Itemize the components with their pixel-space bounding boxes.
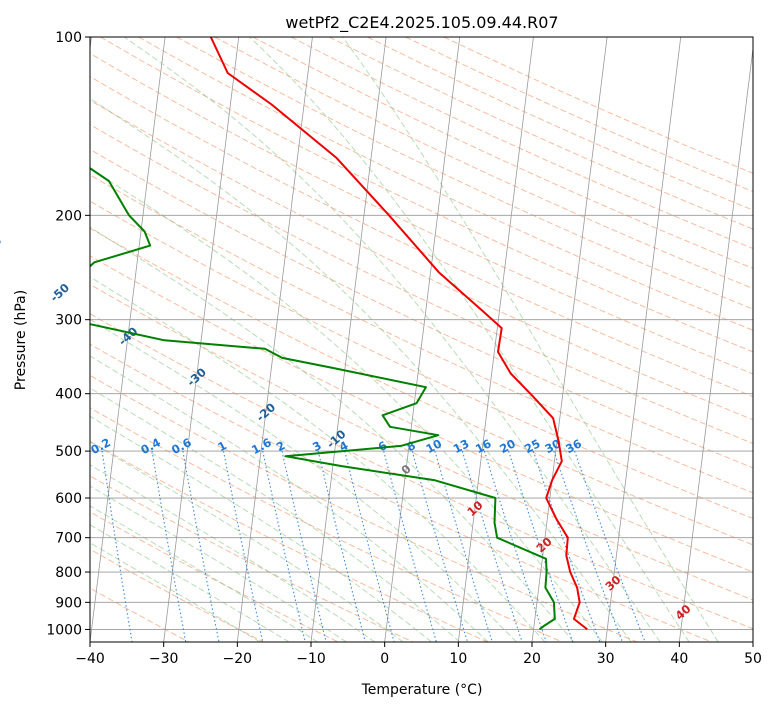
moist-adiabat xyxy=(90,355,489,642)
x-tick-label: 30 xyxy=(597,651,615,667)
dry-adiabat xyxy=(90,148,753,469)
x-tick-label: 10 xyxy=(449,651,467,667)
y-tick-label: 700 xyxy=(55,531,82,547)
mixing-ratio-label: 13 xyxy=(451,436,472,456)
dry-adiabat xyxy=(100,37,753,353)
moist-adiabat xyxy=(90,226,574,642)
mixing-ratio-line xyxy=(344,450,395,642)
moist-adiabat xyxy=(90,415,432,642)
dry-adiabat xyxy=(90,313,753,630)
isotherm-line xyxy=(310,37,387,642)
dry-adiabat xyxy=(90,227,753,546)
dry-adiabat xyxy=(90,548,264,642)
dry-adiabat xyxy=(138,37,753,331)
plot-background xyxy=(90,37,753,642)
mixing-ratio-line xyxy=(483,450,547,642)
moist-adiabat xyxy=(90,485,347,642)
moist-adiabat xyxy=(90,97,632,642)
moist-adiabat xyxy=(123,37,661,642)
moist-adiabat xyxy=(90,464,376,642)
dry-adiabat xyxy=(90,587,190,642)
x-tick-label: −40 xyxy=(75,651,105,667)
isotherm-line xyxy=(90,37,166,642)
isotherm-line xyxy=(163,37,240,642)
axis-ticks: −40 −30 −20 −10 0 10 20 30 40 50 100 200 300 400 500 60… xyxy=(46,30,762,667)
y-tick-label: 1000 xyxy=(46,622,82,638)
isotherm-line xyxy=(752,638,753,642)
moist-adiabat xyxy=(249,37,690,642)
mixing-ratio-label: 36 xyxy=(563,436,584,456)
mixing-ratio-line xyxy=(434,450,493,642)
isotherm-line xyxy=(531,37,608,642)
dry-adiabat xyxy=(90,343,712,642)
mixing-ratio-label: 10 xyxy=(423,436,444,456)
mixing-ratio-line xyxy=(101,451,133,642)
x-tick-label: 20 xyxy=(523,651,541,667)
temperature-line xyxy=(209,37,588,631)
mixing-ratio-label: 16 xyxy=(473,436,494,456)
dewpoint-line xyxy=(90,167,556,631)
moist-adiabat xyxy=(90,387,461,642)
dry-adiabat xyxy=(90,52,753,375)
moist-adiabat xyxy=(90,524,290,642)
mixing-ratio-line xyxy=(281,450,327,642)
dry-adiabat xyxy=(90,440,488,642)
mixing-ratio-label: 20 xyxy=(497,436,518,456)
moist-adiabat xyxy=(90,441,404,642)
isotherm-line xyxy=(384,37,461,642)
x-tick-label: −10 xyxy=(296,651,326,667)
mixing-ratio-line xyxy=(508,450,574,642)
isotherm-line xyxy=(457,37,534,642)
y-tick-label: 400 xyxy=(55,387,82,403)
y-tick-label: 500 xyxy=(55,444,82,460)
x-tick-label: 0 xyxy=(380,651,389,667)
mixing-ratio-line xyxy=(317,450,366,642)
background-lines xyxy=(90,37,753,642)
isotherm-label: -60 xyxy=(0,233,4,257)
dry-adiabat xyxy=(90,124,753,445)
chart-title: wetPf2_C2E4.2025.105.09.44.R07 xyxy=(285,13,558,33)
moist-adiabat xyxy=(90,167,603,642)
mixing-ratio-label: 25 xyxy=(522,436,543,456)
x-tick-label: 50 xyxy=(744,651,762,667)
moist-adiabat xyxy=(90,276,546,642)
isotherm-line xyxy=(236,37,313,642)
y-tick-label: 200 xyxy=(55,208,82,224)
isotherm-label: -50 xyxy=(47,280,72,304)
plot-frame xyxy=(89,36,754,643)
isotherm-line xyxy=(605,37,682,642)
x-axis-label: Temperature (°C) xyxy=(361,682,483,698)
mixing-ratio-line xyxy=(222,450,264,642)
mixing-ratio-line xyxy=(411,450,469,642)
x-tick-label: −30 xyxy=(149,651,179,667)
y-axis-label: Pressure (hPa) xyxy=(13,290,29,390)
profiles xyxy=(90,37,588,631)
y-tick-label: 100 xyxy=(55,30,82,46)
moist-adiabat xyxy=(90,542,261,642)
dry-adiabat xyxy=(90,407,563,642)
y-tick-label: 300 xyxy=(55,313,82,329)
mixing-ratio-line xyxy=(532,450,601,642)
y-tick-label: 800 xyxy=(55,565,82,581)
dry-adiabat xyxy=(90,511,339,642)
mixing-ratio-line xyxy=(182,451,220,642)
mixing-ratio-line xyxy=(461,450,523,642)
dry-adiabat xyxy=(90,200,753,520)
x-tick-label: −20 xyxy=(223,651,253,667)
y-tick-label: 600 xyxy=(55,491,82,507)
moist-adiabat xyxy=(90,318,517,642)
mixing-ratio-line xyxy=(262,450,306,642)
isotherm-line xyxy=(678,45,753,642)
y-tick-label: 900 xyxy=(55,595,82,611)
moist-adiabat xyxy=(342,37,719,642)
x-tick-label: 40 xyxy=(670,651,688,667)
dry-adiabat xyxy=(90,174,753,494)
mixing-ratio-line xyxy=(383,450,437,642)
